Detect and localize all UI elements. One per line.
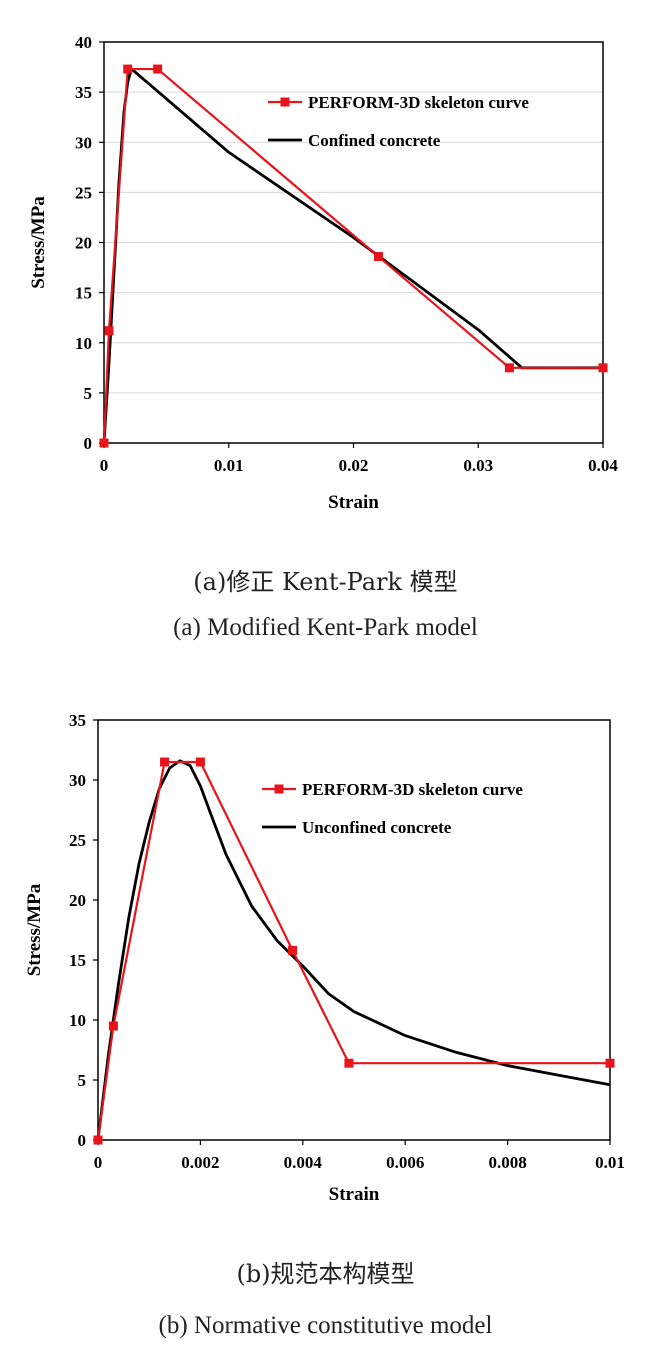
chart-b-x-tick-label: 0.01	[595, 1153, 625, 1172]
chart-b-series-concrete-line	[96, 759, 611, 1141]
chart-b-x-tick-label: 0	[94, 1153, 103, 1172]
chart-a-legend-concrete-label: Confined concrete	[308, 131, 441, 150]
chart-b-y-tick-label: 25	[69, 831, 86, 850]
chart-b-skeleton-point	[344, 1058, 354, 1068]
chart-b-y-tick-label: 5	[78, 1071, 87, 1090]
chart-a-x-tick-label: 0.03	[463, 456, 493, 475]
caption-b-chinese: (b)规范本构模型	[236, 1260, 415, 1288]
chart-b-y-tick-label: 15	[69, 951, 86, 970]
chart-a-skeleton-point	[373, 252, 383, 262]
chart-b-y-tick-label: 0	[78, 1131, 87, 1150]
chart-b-skeleton-point	[108, 1021, 118, 1031]
chart-a-y-tick-label: 15	[75, 284, 92, 303]
chart-a-x-tick-label: 0.01	[214, 456, 244, 475]
chart-a-skeleton-point	[598, 363, 608, 373]
chart-a-y-tick-label: 40	[75, 33, 92, 52]
chart-a-series-concrete-line	[102, 67, 603, 444]
chart-b-y-tick-label: 30	[69, 771, 86, 790]
chart-a: 0 5 10 15 20 25 30 35 40 0 0.01 0.02 0.03 0.04 Strain S…	[0, 0, 651, 540]
chart-a-y-axis-title: Stress/MPa	[28, 196, 49, 289]
chart-a-skeleton-point	[504, 363, 514, 373]
chart-b-x-tick-label: 0.002	[181, 1153, 219, 1172]
caption-a-chinese: (a)修正 Kent-Park 模型	[193, 568, 458, 596]
chart-a-skeleton-point	[104, 326, 114, 336]
chart-a-y-tick-label: 25	[75, 183, 92, 202]
chart-b-x-tick-label: 0.008	[488, 1153, 526, 1172]
caption-b-english: (b) Normative constitutive model	[158, 1312, 493, 1339]
chart-b-x-tick-label: 0.006	[386, 1153, 424, 1172]
chart-b-legend-concrete-label: Unconfined concrete	[302, 818, 452, 837]
chart-b-y-tick-label: 35	[69, 711, 86, 730]
chart-a-y-tick-label: 35	[75, 83, 92, 102]
chart-a-skeleton-point	[123, 64, 133, 74]
chart-a-legend-skeleton-label: PERFORM-3D skeleton curve	[308, 93, 529, 112]
chart-b-y-axis-title: Stress/MPa	[24, 883, 45, 976]
chart-a-skeleton-point	[99, 438, 109, 448]
chart-a-svg: 0 5 10 15 20 25 30 35 40 0 0.01 0.02 0.03 0.04 Strain S…	[28, 33, 618, 513]
chart-b-skeleton-point	[195, 757, 205, 767]
chart-b-legend-skeleton-label: PERFORM-3D skeleton curve	[302, 780, 523, 799]
chart-a-skeleton-point	[153, 64, 163, 74]
chart-a-x-tick-label: 0.02	[339, 456, 369, 475]
chart-a-y-tick-label: 30	[75, 133, 92, 152]
caption-a-english: (a) Modified Kent-Park model	[173, 614, 478, 641]
chart-b-skeleton-point	[160, 757, 170, 767]
chart-b-svg: 0 5 10 15 20 25 30 35 0 0.002 0.004 0.006 0.008 0.01 S…	[24, 711, 625, 1205]
chart-a-series-skeleton-line	[102, 67, 603, 444]
chart-b-skeleton-point	[605, 1058, 615, 1068]
chart-b-skeleton-point	[93, 1135, 103, 1145]
chart-a-x-tick-label: 0	[100, 456, 109, 475]
chart-b-y-tick-label: 20	[69, 891, 86, 910]
chart-b-skeleton-point	[288, 945, 298, 955]
chart-b-legend-skeleton-marker	[274, 784, 284, 794]
chart-a-y-tick-label: 10	[75, 334, 92, 353]
chart-a-legend-skeleton-marker	[280, 97, 290, 107]
chart-a-y-tick-label: 0	[84, 434, 93, 453]
chart-b-y-tick-label: 10	[69, 1011, 86, 1030]
chart-b-x-axis-title: Strain	[329, 1184, 380, 1205]
chart-a-y-tick-label: 5	[84, 384, 93, 403]
chart-a-y-tick-label: 20	[75, 234, 92, 253]
chart-a-x-tick-label: 0.04	[588, 456, 618, 475]
chart-b: 0 5 10 15 20 25 30 35 0 0.002 0.004 0.006 0.008 0.01 S…	[0, 690, 651, 1230]
chart-b-plot-frame	[97, 719, 611, 1141]
chart-a-x-axis-title: Strain	[328, 492, 379, 513]
chart-b-x-tick-label: 0.004	[284, 1153, 323, 1172]
